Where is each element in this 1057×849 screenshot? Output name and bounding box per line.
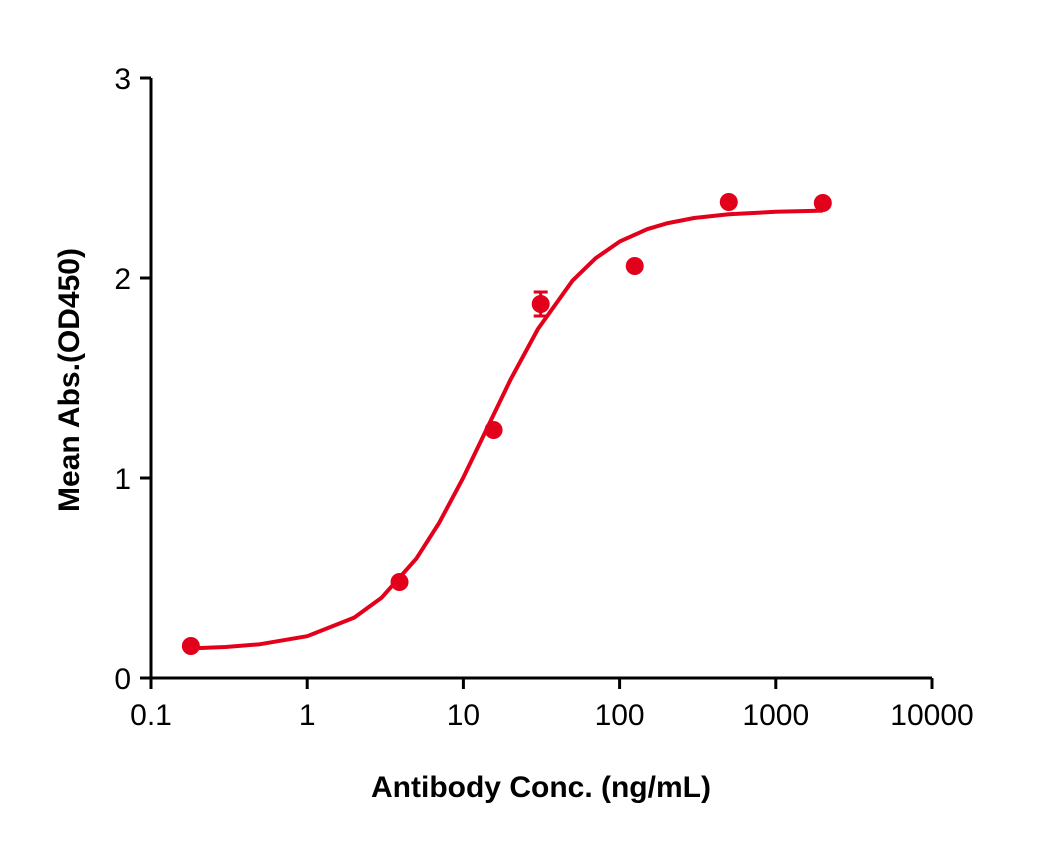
y-tick-label: 3 bbox=[114, 63, 131, 96]
fit-curve bbox=[190, 208, 823, 651]
x-tick-label: 1000 bbox=[742, 699, 809, 732]
x-axis-title: Antibody Conc. (ng/mL) bbox=[371, 771, 711, 804]
x-tick-label: 10 bbox=[447, 699, 480, 732]
x-tick-label: 10000 bbox=[890, 699, 973, 732]
data-point bbox=[531, 295, 550, 313]
data-point bbox=[390, 573, 409, 591]
y-tick-label: 0 bbox=[114, 663, 131, 696]
data-point bbox=[813, 194, 832, 212]
y-tick-label: 2 bbox=[114, 263, 131, 296]
data-point bbox=[719, 193, 738, 211]
y-axis-title: Mean Abs.(OD450) bbox=[53, 248, 86, 512]
data-point bbox=[181, 637, 200, 655]
x-tick-label: 1 bbox=[299, 699, 316, 732]
x-tick-label: 0.1 bbox=[130, 699, 172, 732]
x-tick-label: 100 bbox=[595, 699, 645, 732]
data-point bbox=[625, 257, 644, 275]
y-tick-label: 1 bbox=[114, 463, 131, 496]
